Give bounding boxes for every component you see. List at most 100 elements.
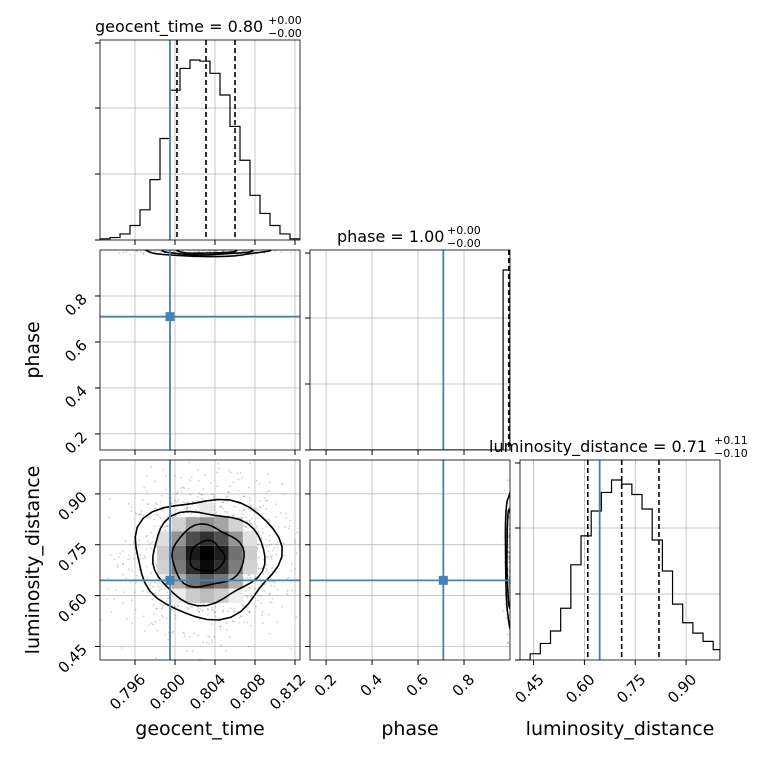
sample-point — [215, 511, 218, 514]
sample-point — [295, 616, 298, 619]
sample-point — [159, 516, 162, 519]
sample-point — [198, 492, 201, 494]
sample-point — [242, 529, 245, 531]
y-axis-label-phase: phase — [22, 321, 44, 378]
sample-point — [244, 590, 247, 593]
sample-point — [511, 605, 513, 607]
sample-point — [232, 481, 235, 484]
sample-point — [510, 560, 512, 562]
sample-point — [262, 573, 265, 576]
sample-point — [227, 495, 229, 498]
sample-point — [121, 550, 124, 553]
sample-point — [192, 632, 195, 635]
sample-point — [181, 486, 184, 489]
sample-point — [180, 491, 183, 493]
sample-point — [511, 564, 513, 566]
sample-point — [244, 516, 247, 519]
sample-point — [213, 611, 216, 613]
sample-point — [257, 567, 260, 570]
sample-point — [259, 506, 261, 508]
sample-point — [265, 247, 267, 249]
sample-point — [255, 479, 258, 482]
sample-point — [149, 547, 152, 549]
sample-point — [159, 251, 162, 254]
sample-point — [225, 496, 227, 498]
sample-point — [122, 563, 125, 565]
sample-point — [271, 597, 274, 600]
contour-line — [504, 490, 510, 630]
sample-point — [122, 573, 125, 576]
density-cell — [228, 517, 243, 532]
sample-point — [259, 500, 261, 502]
sample-point — [265, 538, 267, 540]
sample-point — [128, 554, 130, 557]
sample-point — [273, 250, 276, 253]
sample-point — [304, 571, 306, 573]
sample-point — [165, 488, 168, 491]
sample-point — [182, 631, 185, 634]
sample-point — [225, 650, 227, 652]
density-cell — [185, 588, 200, 603]
sample-point — [127, 568, 130, 571]
sample-point — [141, 590, 144, 592]
sample-point — [503, 489, 506, 492]
sample-point — [148, 624, 151, 627]
sample-point — [227, 491, 230, 493]
density-cell — [214, 560, 229, 575]
sample-point — [149, 587, 152, 590]
sample-point — [508, 561, 510, 564]
sample-point — [146, 491, 149, 494]
sample-point — [172, 630, 174, 633]
sample-point — [190, 512, 193, 515]
sample-point — [100, 618, 102, 621]
sample-point — [131, 622, 134, 625]
sample-point — [155, 607, 158, 610]
sample-point — [237, 489, 240, 492]
sample-point — [206, 607, 209, 610]
sample-point — [183, 635, 186, 638]
density-cell — [242, 531, 258, 546]
sample-point — [146, 474, 149, 477]
sample-point — [289, 519, 292, 522]
sample-point — [233, 611, 235, 613]
x-tick-label: 0.4 — [357, 670, 387, 700]
panel-luminosity-distance-hist: 0.45 0.60 0.75 0.90 — [511, 459, 721, 707]
sample-point — [122, 251, 125, 254]
sample-point — [510, 618, 512, 620]
sample-point — [247, 645, 250, 648]
sample-point — [210, 246, 212, 248]
sample-point — [135, 574, 138, 577]
sample-point — [66, 248, 68, 250]
sample-point — [94, 542, 96, 544]
sample-point — [308, 582, 310, 584]
sample-point — [261, 611, 264, 613]
sample-point — [195, 250, 198, 252]
sample-point — [242, 605, 245, 608]
sample-point — [265, 567, 268, 570]
sample-point — [154, 621, 157, 623]
sample-point — [282, 492, 285, 495]
x-tick-label: 0.60 — [562, 670, 598, 706]
sample-point — [251, 585, 254, 588]
sample-point — [191, 650, 194, 653]
sample-point — [135, 581, 137, 584]
sample-point — [263, 590, 266, 592]
svg-text:+0.11: +0.11 — [714, 434, 748, 447]
sample-point — [119, 552, 122, 555]
sample-point — [166, 591, 168, 594]
sample-point — [239, 615, 242, 617]
sample-point — [268, 539, 271, 542]
sample-point — [149, 584, 152, 586]
sample-point — [246, 596, 249, 599]
sample-point — [149, 581, 152, 584]
sample-point — [110, 610, 113, 613]
sample-point — [290, 569, 293, 572]
sample-point — [270, 584, 273, 587]
sample-point — [185, 508, 188, 511]
sample-point — [508, 506, 510, 509]
sample-point — [165, 525, 167, 527]
sample-point — [93, 510, 95, 512]
sample-point — [217, 467, 220, 470]
density-cell — [200, 531, 215, 546]
sample-point — [247, 574, 250, 576]
